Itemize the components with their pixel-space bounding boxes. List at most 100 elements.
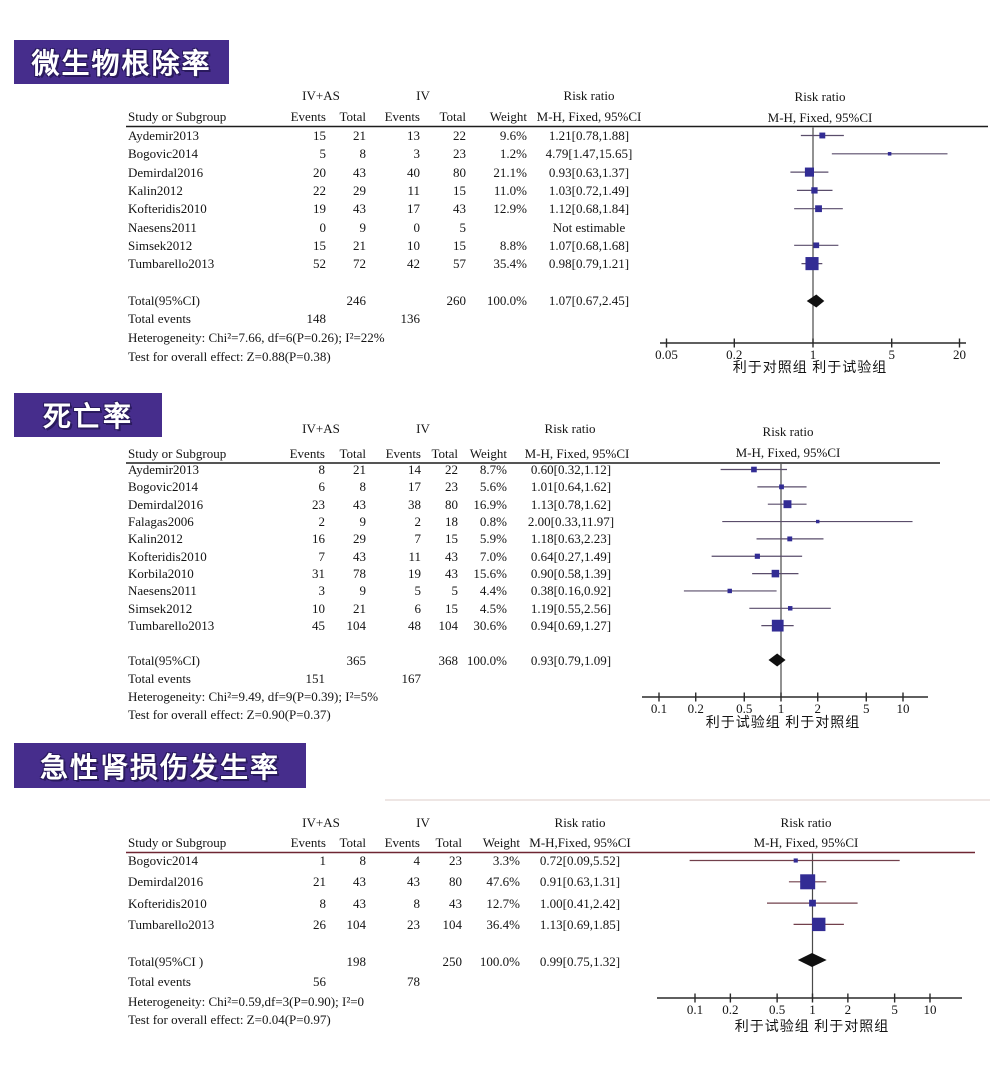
col-events2-header: Events: [385, 446, 421, 461]
events2-cell: 4: [413, 853, 421, 868]
total1-cell: 9: [359, 219, 367, 235]
axis-tick-label: 1: [809, 1002, 816, 1017]
col-events2-header: Events: [384, 835, 420, 850]
effect-marker: [812, 917, 826, 932]
total-events-label: Total events: [128, 311, 191, 326]
weight-cell: 15.6%: [473, 566, 507, 582]
risk-ratio-cell: 1.13[0.69,1.85]: [539, 916, 621, 932]
study-name: Tumbarello2013: [128, 256, 215, 272]
total-rr: 0.93[0.79,1.09]: [530, 653, 612, 668]
effect-marker: [779, 484, 784, 490]
total2-cell: 80: [453, 164, 466, 180]
study-name: Simsek2012: [128, 237, 193, 253]
plot-rr-title: Risk ratio: [794, 89, 846, 104]
total1-cell: 9: [359, 583, 367, 599]
events1-cell: 52: [313, 256, 326, 272]
col-study-header: Study or Subgroup: [128, 109, 227, 124]
effect-marker: [811, 187, 818, 194]
events1-cell: 31: [312, 566, 325, 582]
total2-cell: 23: [445, 479, 458, 495]
events2-cell: 10: [407, 237, 420, 253]
effect-marker: [887, 152, 892, 156]
risk-ratio-cell: 1.19[0.55,2.56]: [530, 600, 612, 616]
pooled-diamond: [797, 953, 827, 967]
events2-cell: 40: [407, 164, 420, 180]
study-name: Kalin2012: [128, 531, 183, 547]
axis-tick-label: 5: [888, 347, 895, 362]
weight-cell: 12.7%: [486, 895, 520, 911]
col-total2-header: Total: [439, 109, 466, 124]
total-rr: 1.07[0.67,2.45]: [548, 293, 630, 308]
events1-cell: 3: [318, 583, 326, 599]
total1-cell: 29: [353, 182, 366, 198]
total-events-1: 151: [305, 671, 326, 686]
events2-cell: 6: [414, 600, 422, 616]
total2-cell: 43: [445, 548, 458, 564]
total-weight: 100.0%: [479, 954, 520, 969]
group1-header: IV+AS: [302, 815, 340, 830]
events2-cell: 13: [407, 128, 420, 143]
section-title-banner: 死亡率: [14, 393, 162, 437]
study-name: Tumbarello2013: [128, 916, 215, 932]
events2-cell: 3: [413, 146, 421, 162]
events1-cell: 10: [312, 600, 325, 616]
risk-ratio-cell: 0.64[0.27,1.49]: [530, 548, 612, 564]
total2-cell: 104: [442, 916, 463, 932]
pooled-diamond: [806, 294, 825, 308]
overall-effect-line: Test for overall effect: Z=0.88(P=0.38): [128, 349, 331, 364]
risk-ratio-cell: 1.13[0.78,1.62]: [530, 496, 612, 512]
group2-header: IV: [416, 88, 430, 103]
total2-cell: 80: [449, 874, 462, 890]
total-row-label: Total(95%CI): [128, 653, 201, 668]
axis-tick-label: 2: [814, 701, 821, 716]
weight-cell: 4.5%: [479, 600, 507, 616]
section-title-banner: 急性肾损伤发生率: [14, 743, 306, 788]
heterogeneity-line: Heterogeneity: Chi²=0.59,df=3(P=0.90); I…: [128, 994, 365, 1009]
risk-ratio-cell: 0.60[0.32,1.12]: [530, 462, 612, 477]
risk-ratio-cell: 0.98[0.79,1.21]: [548, 256, 630, 272]
total1-cell: 21: [353, 462, 366, 477]
total1-cell: 21: [353, 600, 366, 616]
total-n2: 368: [438, 653, 459, 668]
weight-cell: 8.8%: [499, 237, 527, 253]
events2-cell: 11: [407, 182, 420, 198]
total2-cell: 23: [453, 146, 466, 162]
total1-cell: 43: [353, 895, 366, 911]
axis-tick-label: 5: [863, 701, 870, 716]
axis-tick-label: 0.1: [686, 1002, 704, 1017]
total1-cell: 21: [353, 237, 366, 253]
risk-ratio-cell: 1.12[0.68,1.84]: [548, 201, 630, 217]
section-title-banner: 微生物根除率: [14, 40, 229, 84]
axis-tick-label: 1: [777, 701, 785, 716]
col-total2-header: Total: [431, 446, 458, 461]
risk-ratio-cell: 0.90[0.58,1.39]: [530, 566, 612, 582]
col-events1-header: Events: [290, 835, 326, 850]
study-name: Falagas2006: [128, 514, 194, 530]
plot-rr-title: Risk ratio: [780, 815, 832, 830]
events2-cell: 0: [413, 219, 421, 235]
total-n1: 365: [346, 653, 367, 668]
events1-cell: 0: [319, 219, 327, 235]
axis-tick-label: 0.2: [722, 1002, 739, 1017]
effect-marker: [809, 899, 816, 907]
col-total1-header: Total: [339, 835, 366, 850]
axis-tick-label: 0.5: [769, 1002, 786, 1017]
col-weight-header: Weight: [489, 109, 527, 124]
weight-cell: 0.8%: [479, 514, 507, 530]
total1-cell: 29: [353, 531, 366, 547]
events1-cell: 19: [313, 201, 326, 217]
axis-tick-label: 10: [896, 701, 910, 716]
axis-tick-label: 0.2: [687, 701, 704, 716]
axis-tick-label: 20: [952, 347, 966, 362]
total2-cell: 15: [453, 237, 466, 253]
total-events-2: 136: [400, 311, 421, 326]
risk-ratio-cell: Not estimable: [552, 219, 626, 235]
effect-marker: [751, 466, 757, 473]
events2-cell: 17: [407, 201, 420, 217]
study-name: Naesens2011: [128, 219, 197, 235]
total-n1: 198: [346, 954, 367, 969]
study-name: Demirdal2016: [128, 164, 204, 180]
heterogeneity-line: Heterogeneity: Chi²=7.66, df=6(P=0.26); …: [128, 330, 385, 345]
events1-cell: 15: [313, 237, 326, 253]
total-n1: 246: [346, 293, 367, 308]
